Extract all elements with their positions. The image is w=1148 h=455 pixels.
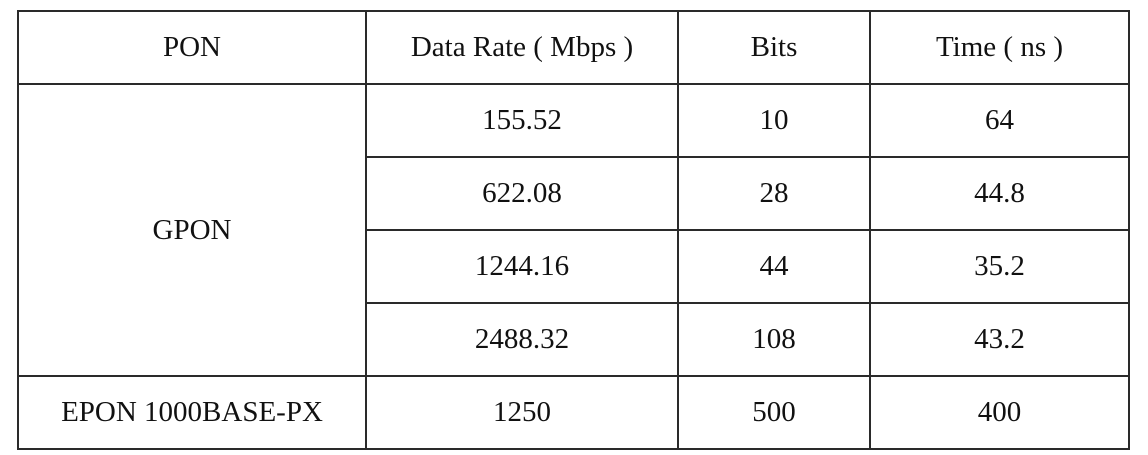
rate-cell: 2488.32 <box>365 302 679 377</box>
header-pon: PON <box>17 10 367 85</box>
header-bits: Bits <box>677 10 871 85</box>
time-cell: 44.8 <box>869 156 1130 231</box>
table-row: GPON 155.52 10 64 <box>17 83 1130 377</box>
time-cell: 35.2 <box>869 229 1130 304</box>
bits-cell: 44 <box>677 229 871 304</box>
bits-cell: 108 <box>677 302 871 377</box>
table-row: EPON 1000BASE-PX 1250 500 400 <box>17 375 1130 450</box>
time-cell: 400 <box>869 375 1130 450</box>
rate-cell: 1250 <box>365 375 679 450</box>
pon-cell-gpon: GPON <box>17 83 367 377</box>
rate-cell: 622.08 <box>365 156 679 231</box>
table-row: 1244.16 44 35.2 <box>18 229 1130 304</box>
time-cell: 43.2 <box>869 302 1130 377</box>
header-time: Time ( ns ) <box>869 10 1130 85</box>
bits-cell: 10 <box>677 83 871 158</box>
bits-cell: 28 <box>677 156 871 231</box>
header-row: PON Data Rate ( Mbps ) Bits Time ( ns ) <box>17 10 1130 85</box>
table-row: 2488.32 108 43.2 <box>18 302 1130 377</box>
header-data-rate: Data Rate ( Mbps ) <box>365 10 679 85</box>
pon-timing-table: PON Data Rate ( Mbps ) Bits Time ( ns ) … <box>17 10 1130 450</box>
rate-cell: 1244.16 <box>365 229 679 304</box>
time-cell: 64 <box>869 83 1130 158</box>
bits-cell: 500 <box>677 375 871 450</box>
table-row: 622.08 28 44.8 <box>18 156 1130 231</box>
pon-cell-epon: EPON 1000BASE-PX <box>17 375 367 450</box>
rate-cell: 155.52 <box>365 83 679 158</box>
